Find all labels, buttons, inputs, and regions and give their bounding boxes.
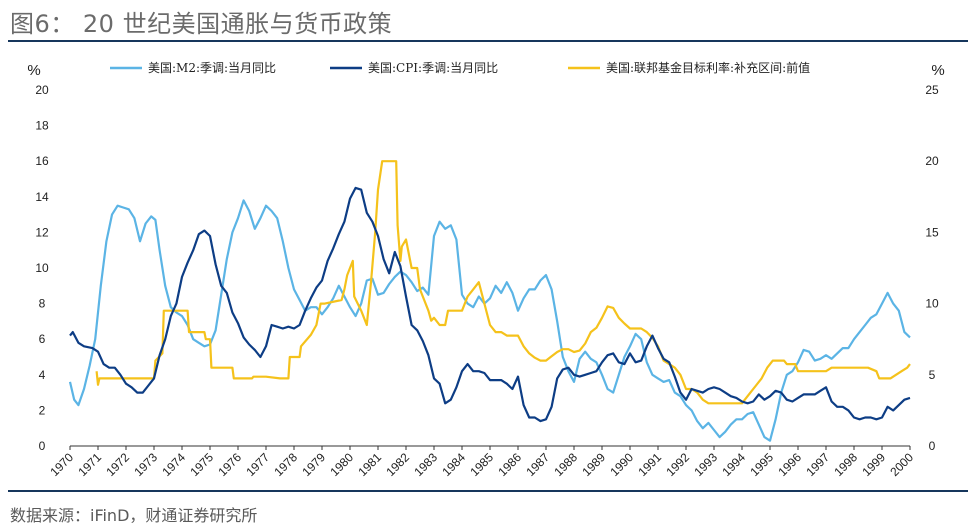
x-tick-label: 1993 bbox=[691, 450, 720, 479]
x-tick-label: 1994 bbox=[719, 450, 748, 479]
x-axis: 1970 1971 1972 1973 1974 1975 1976 1977 1978 1979… bbox=[47, 445, 916, 479]
left-tick-label: 8 bbox=[39, 297, 46, 311]
chart-title: 图6： 20 世纪美国通胀与货币政策 bbox=[10, 10, 393, 38]
x-tick-label: 1970 bbox=[47, 450, 76, 479]
left-tick-label: 0 bbox=[39, 439, 46, 453]
x-tick-label: 1992 bbox=[663, 450, 692, 479]
x-tick-label: 1974 bbox=[159, 450, 188, 479]
x-tick-label: 1975 bbox=[187, 450, 216, 479]
x-tick-label: 1984 bbox=[439, 450, 468, 479]
left-tick-label: 4 bbox=[39, 368, 46, 382]
x-tick-label: 1973 bbox=[131, 450, 160, 479]
left-tick-label: 20 bbox=[35, 83, 49, 97]
right-tick-label: 15 bbox=[925, 225, 939, 239]
x-tick-label: 1981 bbox=[355, 450, 384, 479]
source-note: 数据来源：iFinD，财通证券研究所 bbox=[10, 506, 258, 525]
series-layer bbox=[68, 160, 911, 442]
series-line-2 bbox=[69, 186, 911, 423]
x-tick-label: 1971 bbox=[75, 450, 104, 479]
x-tick-label: 1980 bbox=[327, 450, 356, 479]
x-tick-label: 1982 bbox=[383, 450, 412, 479]
x-tick-label: 1972 bbox=[103, 450, 132, 479]
right-tick-label: 0 bbox=[929, 439, 936, 453]
x-tick-label: 1976 bbox=[215, 450, 244, 479]
x-tick-label: 1986 bbox=[495, 450, 524, 479]
x-tick-label: 2000 bbox=[887, 450, 916, 479]
right-axis: % 0 5 10 15 20 25 bbox=[925, 62, 944, 453]
legend-label: 美国:联邦基金目标利率:补充区间:前值 bbox=[606, 60, 810, 75]
left-tick-label: 10 bbox=[35, 261, 49, 275]
left-tick-label: 14 bbox=[35, 190, 49, 204]
line-chart: 美国:M2:季调:当月同比 美国:CPI:季调:当月同比 美国:联邦基金目标利率:补… bbox=[27, 60, 944, 479]
legend-label: 美国:M2:季调:当月同比 bbox=[148, 61, 276, 75]
left-tick-label: 18 bbox=[35, 119, 49, 133]
right-tick-label: 20 bbox=[925, 154, 939, 168]
right-tick-label: 5 bbox=[929, 368, 936, 382]
left-tick-label: 16 bbox=[35, 154, 49, 168]
right-tick-label: 10 bbox=[925, 297, 939, 311]
right-axis-unit: % bbox=[931, 62, 944, 79]
x-tick-label: 1999 bbox=[859, 450, 888, 479]
left-tick-label: 6 bbox=[39, 332, 46, 346]
left-axis: % 0 2 4 6 8 10 12 14 16 18 20 bbox=[27, 62, 49, 453]
series-line-1 bbox=[68, 199, 911, 442]
x-tick-label: 1985 bbox=[467, 450, 496, 479]
legend: 美国:M2:季调:当月同比 美国:CPI:季调:当月同比 美国:联邦基金目标利率:补… bbox=[110, 60, 810, 75]
x-tick-label: 1977 bbox=[243, 450, 272, 479]
x-tick-label: 1979 bbox=[299, 450, 328, 479]
left-tick-label: 12 bbox=[35, 225, 49, 239]
x-tick-label: 1988 bbox=[551, 450, 580, 479]
x-tick-label: 1997 bbox=[803, 450, 832, 479]
x-tick-label: 1990 bbox=[607, 450, 636, 479]
x-tick-label: 1998 bbox=[831, 450, 860, 479]
title-divider bbox=[8, 40, 968, 42]
left-axis-unit: % bbox=[27, 62, 40, 79]
left-tick-label: 2 bbox=[39, 403, 46, 417]
footer-divider bbox=[8, 490, 968, 492]
x-tick-label: 1989 bbox=[579, 450, 608, 479]
x-tick-label: 1995 bbox=[747, 450, 776, 479]
x-tick-label: 1991 bbox=[635, 450, 664, 479]
series-line-3 bbox=[95, 160, 911, 405]
legend-label: 美国:CPI:季调:当月同比 bbox=[368, 61, 498, 75]
x-tick-label: 1983 bbox=[411, 450, 440, 479]
x-tick-label: 1987 bbox=[523, 450, 552, 479]
x-tick-label: 1996 bbox=[775, 450, 804, 479]
right-tick-label: 25 bbox=[925, 83, 939, 97]
x-tick-label: 1978 bbox=[271, 450, 300, 479]
